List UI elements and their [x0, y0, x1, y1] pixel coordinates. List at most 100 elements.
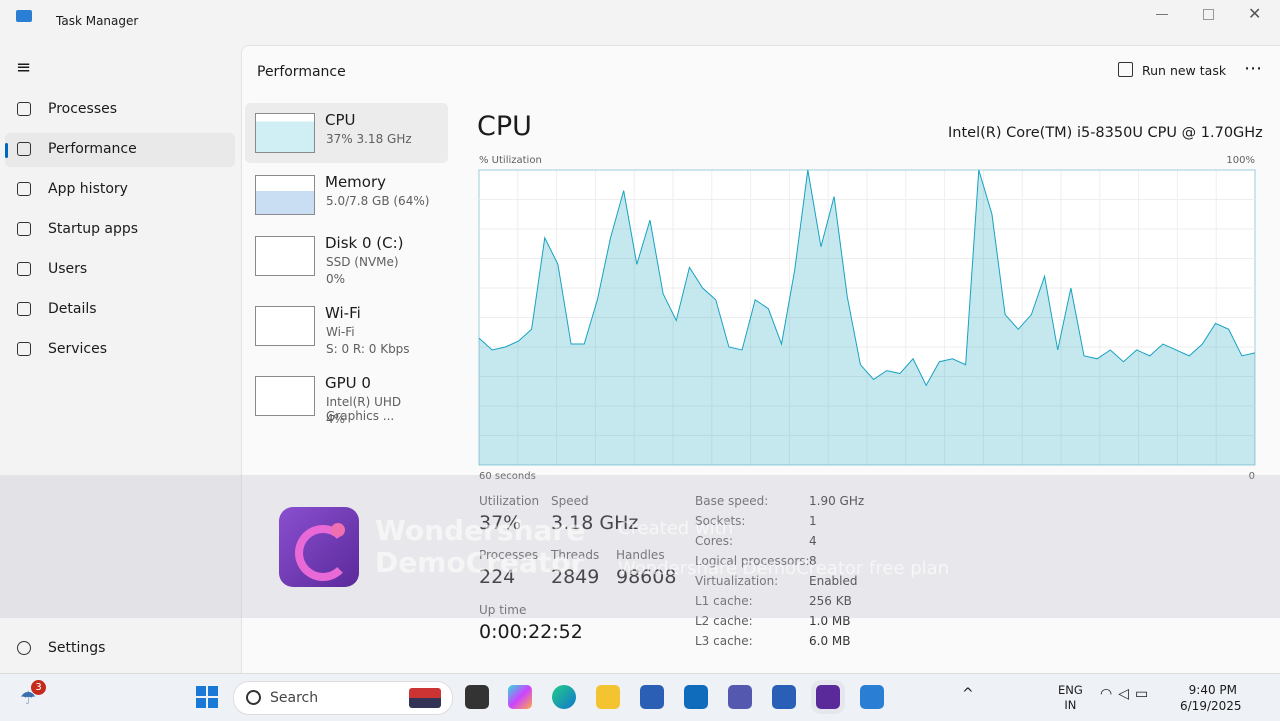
device-item[interactable]: Memory 5.0/7.8 GB (64%): [245, 165, 448, 225]
taskbar-app[interactable]: [816, 685, 840, 709]
nav-item[interactable]: Startup apps: [5, 213, 235, 247]
nav-icon: [17, 142, 31, 156]
taskbar-app[interactable]: [552, 685, 576, 709]
nav-label: App history: [48, 181, 128, 197]
spec-label: Virtualization:: [695, 574, 779, 588]
taskbar-app[interactable]: [508, 685, 532, 709]
taskbar: ☂ 3 Search ^ ENG IN ◠◁▭ 9:40 PM 6/19/202…: [0, 673, 1280, 721]
run-task-icon[interactable]: [1118, 62, 1133, 77]
spec-value: Enabled: [809, 574, 858, 588]
settings-item[interactable]: Settings: [5, 632, 235, 666]
watermark-logo: [279, 507, 359, 587]
taskbar-app[interactable]: [728, 685, 752, 709]
taskbar-app[interactable]: [684, 685, 708, 709]
settings-label: Settings: [48, 640, 106, 656]
device-item[interactable]: Wi-Fi Wi-Fi S: 0 R: 0 Kbps: [245, 296, 448, 356]
spec-label: Sockets:: [695, 514, 746, 528]
nav-item[interactable]: Processes: [5, 93, 235, 127]
watermark-created: Created with: [618, 518, 734, 539]
nav-label: Startup apps: [48, 221, 139, 237]
watermark-plan: Wondershare DemoCreator free plan: [618, 558, 950, 579]
stat-label: Handles: [616, 548, 665, 562]
nav-item[interactable]: Services: [5, 333, 235, 367]
stat-value: 3.18 GHz: [551, 512, 639, 534]
spec-value: 1: [809, 514, 817, 528]
device-item[interactable]: CPU 37% 3.18 GHz: [245, 103, 448, 163]
device-detail: 37% 3.18 GHz: [326, 132, 412, 146]
settings-icon: [17, 641, 31, 655]
spec-label: Base speed:: [695, 494, 769, 508]
cpu-title: CPU: [477, 111, 532, 142]
nav-item[interactable]: Users: [5, 253, 235, 287]
y-axis-label: % Utilization: [479, 155, 542, 166]
stat-label: Speed: [551, 494, 589, 508]
nav-item[interactable]: Details: [5, 293, 235, 327]
nav-icon: [17, 222, 31, 236]
device-name: Disk 0 (C:): [325, 234, 404, 252]
tray-chevron[interactable]: ^: [962, 686, 974, 702]
device-thumbnail: [255, 236, 315, 276]
search-icon: [246, 690, 261, 705]
clock[interactable]: 9:40 PM 6/19/2025: [1180, 682, 1242, 714]
device-detail: Intel(R) UHD Graphics ...: [326, 395, 402, 423]
x-axis-label: 60 seconds: [479, 471, 536, 482]
maximize-button[interactable]: [1203, 9, 1214, 20]
nav-item[interactable]: Performance: [5, 133, 235, 167]
device-name: Wi-Fi: [325, 304, 361, 322]
cpu-model: Intel(R) Core(TM) i5-8350U CPU @ 1.70GHz: [948, 125, 1263, 141]
search-box[interactable]: Search: [233, 681, 453, 715]
device-detail: 5.0/7.8 GB (64%): [326, 194, 430, 208]
date: 6/19/2025: [1180, 699, 1242, 713]
window-title: Task Manager: [56, 14, 139, 28]
taskbar-app[interactable]: [772, 685, 796, 709]
device-name: Memory: [325, 173, 387, 191]
nav-icon: [17, 182, 31, 196]
logo-ring: [295, 525, 351, 581]
nav-icon: [17, 302, 31, 316]
spec-label: L3 cache:: [695, 634, 753, 648]
watermark: Wondershare DemoCreator Created with Won…: [0, 475, 1280, 618]
stat-label: Processes: [479, 548, 539, 562]
cpu-line: [478, 169, 1256, 387]
menu-button[interactable]: ≡: [16, 57, 32, 78]
more-button[interactable]: ⋯: [1244, 58, 1262, 79]
device-detail: SSD (NVMe): [326, 255, 399, 269]
nav-item[interactable]: App history: [5, 173, 235, 207]
device-detail: S: 0 R: 0 Kbps: [326, 342, 410, 356]
taskbar-app[interactable]: [596, 685, 620, 709]
cpu-area: [479, 170, 1255, 465]
run-task-button[interactable]: Run new task: [1142, 63, 1227, 78]
device-thumbnail: [255, 175, 315, 215]
device-detail: 4%: [326, 412, 346, 426]
language-code: ENG: [1058, 683, 1083, 697]
close-button[interactable]: ✕: [1248, 4, 1262, 23]
brand-line: Wondershare: [375, 514, 586, 547]
taskbar-app[interactable]: [465, 685, 489, 709]
spec-label: L1 cache:: [695, 594, 753, 608]
device-name: CPU: [325, 111, 356, 129]
weather-icon[interactable]: ☂: [20, 688, 37, 709]
spec-value: 1.0 MB: [809, 614, 851, 628]
minimize-button[interactable]: [1156, 14, 1168, 15]
language[interactable]: ENG IN: [1058, 683, 1083, 713]
start-button[interactable]: [196, 686, 218, 708]
spec-value: 8: [809, 554, 817, 568]
taskbar-app[interactable]: [860, 685, 884, 709]
nav-label: Performance: [48, 141, 137, 157]
device-detail: 0%: [326, 272, 346, 286]
nav-label: Users: [48, 261, 88, 277]
spec-value: 6.0 MB: [809, 634, 851, 648]
nav-label: Services: [48, 341, 108, 357]
uptime-label: Up time: [479, 603, 527, 617]
nav-icon: [17, 102, 31, 116]
device-thumbnail: [255, 306, 315, 346]
stat-value: 224: [479, 566, 516, 588]
spec-label: Logical processors:: [695, 554, 810, 568]
device-item[interactable]: GPU 0 Intel(R) UHD Graphics ... 4%: [245, 366, 448, 426]
device-item[interactable]: Disk 0 (C:) SSD (NVMe) 0%: [245, 226, 448, 286]
tray-icons[interactable]: ◠◁▭: [1100, 686, 1155, 702]
language-region: IN: [1064, 698, 1077, 712]
nav-label: Processes: [48, 101, 118, 117]
taskbar-app[interactable]: [640, 685, 664, 709]
